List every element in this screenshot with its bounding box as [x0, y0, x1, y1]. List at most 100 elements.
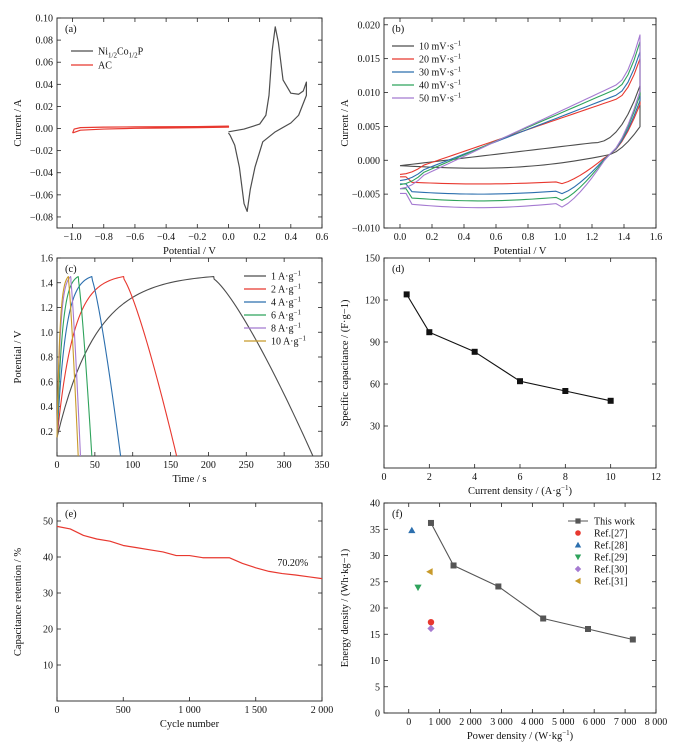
y-axis-label: Current / A [340, 99, 351, 147]
legend-entry: 2 A·g−1 [271, 283, 301, 296]
x-tick-label: 1.4 [618, 232, 631, 243]
y-tick-label: 0.02 [36, 102, 54, 113]
x-tick-label: 10 [606, 472, 616, 483]
y-tick-label: 0 [375, 709, 380, 720]
series-line-0 [399, 85, 641, 169]
data-point [574, 565, 582, 573]
data-point [574, 577, 581, 585]
y-tick-label: 0.00 [36, 124, 54, 135]
x-tick-label: 1.6 [650, 232, 663, 243]
x-tick-label: 5 000 [552, 717, 575, 728]
x-tick-label: 8 000 [645, 717, 668, 728]
chart-f: 0 1 000 2 000 3 000 4 000 5 000 6 000 7 000 8 00… [340, 499, 667, 742]
x-tick-label: 0.2 [253, 232, 266, 243]
y-tick-label: 0.06 [36, 58, 54, 69]
x-tick-label: −0.4 [157, 232, 175, 243]
x-tick-label: 200 [201, 460, 216, 471]
x-axis-label: Potential / V [494, 246, 547, 257]
x-tick-label: 1.2 [586, 232, 599, 243]
y-tick-label: 1.2 [41, 303, 54, 314]
y-tick-label: 10 [43, 661, 53, 672]
y-tick-label: −0.04 [30, 168, 53, 179]
series-line-0 [227, 26, 308, 213]
x-tick-label: 0 [406, 717, 411, 728]
legend-entry: Ref.[30] [594, 565, 628, 576]
x-tick-label: 1.0 [554, 232, 567, 243]
legend-entry: 10 mV·s−1 [419, 40, 462, 53]
y-tick-label: 30 [43, 589, 53, 600]
panel-label: (b) [392, 24, 405, 35]
y-tick-label: −0.02 [30, 146, 53, 157]
x-tick-label: 0.2 [426, 232, 439, 243]
chart-e: 0 500 1 000 1 500 2 000 10 20 30 40 50 Cycle numbe… [13, 502, 334, 730]
y-tick-label: 1.4 [41, 278, 54, 289]
x-tick-label: −0.8 [95, 232, 113, 243]
x-tick-label: 0.6 [490, 232, 503, 243]
x-tick-label: 6 000 [583, 717, 606, 728]
data-point [426, 568, 433, 576]
x-tick-label: 0.4 [285, 232, 298, 243]
y-tick-label: 0.4 [41, 402, 54, 413]
x-tick-label: 0 [382, 472, 387, 483]
series-line-3 [399, 41, 641, 202]
legend-entry: 30 mV·s−1 [419, 66, 462, 79]
x-tick-label: 0.4 [458, 232, 471, 243]
legend-entry: 8 A·g−1 [271, 322, 301, 335]
series-line-4 [56, 276, 82, 457]
y-tick-label: 0.08 [36, 36, 54, 47]
series-line-2 [56, 276, 122, 457]
x-tick-label: 2 000 [459, 717, 482, 728]
x-tick-label: 6 [518, 472, 523, 483]
y-tick-label: 20 [43, 625, 53, 636]
data-point [585, 626, 591, 632]
x-axis-label: Potential / V [163, 246, 216, 257]
legend-entry: 10 A·g−1 [271, 335, 306, 348]
x-tick-label: 12 [651, 472, 661, 483]
y-axis-label: Specific capacitance / (F·g−1) [340, 299, 351, 426]
chart-b: 0.0 0.2 0.4 0.6 0.8 1.0 1.2 1.4 1.6 −0.010 −0.005 0… [340, 17, 663, 257]
panel-label: (a) [65, 24, 77, 35]
y-axis-label: Capacitance retention / % [13, 548, 24, 656]
legend-entry: 40 mV·s−1 [419, 79, 462, 92]
y-tick-label: 0.8 [41, 353, 54, 364]
series-line [56, 525, 323, 580]
data-point [574, 554, 582, 561]
y-tick-label: 90 [370, 338, 380, 349]
data-point [629, 636, 636, 643]
panel-label: (f) [392, 509, 403, 520]
plot-frame [56, 17, 323, 229]
y-tick-label: 35 [370, 525, 380, 536]
plot-frame [383, 17, 657, 229]
data-point [450, 562, 457, 569]
y-axis-label: Energy density / (Wh·kg−1) [340, 548, 351, 667]
series-line-4 [399, 34, 641, 209]
legend-entry: Ni1/2Co1/2P [98, 47, 144, 60]
x-tick-label: 0.8 [522, 232, 535, 243]
series-line-1 [72, 125, 230, 134]
legend-entry: 4 A·g−1 [271, 296, 301, 309]
y-tick-label: 50 [43, 517, 53, 528]
series-line [406, 294, 611, 402]
y-tick-label: 5 [375, 682, 380, 693]
y-tick-label: −0.010 [352, 224, 380, 235]
data-point [427, 618, 435, 626]
panel-label: (e) [65, 509, 77, 520]
y-axis-label: Potential / V [13, 330, 24, 383]
x-tick-label: 350 [315, 460, 330, 471]
x-tick-label: 2 000 [311, 705, 334, 716]
data-point [540, 615, 547, 622]
data-point [607, 397, 614, 404]
legend-entry: 1 A·g−1 [271, 270, 301, 283]
y-tick-label: −0.005 [352, 190, 380, 201]
x-tick-label: 100 [125, 460, 140, 471]
y-tick-label: −0.08 [30, 212, 53, 223]
legend-entry: 6 A·g−1 [271, 309, 301, 322]
x-tick-label: 8 [563, 472, 568, 483]
plot-frame [56, 502, 323, 702]
x-tick-label: 0 [55, 460, 60, 471]
data-point [575, 530, 581, 536]
data-point [426, 329, 433, 336]
x-tick-label: 7 000 [614, 717, 637, 728]
y-tick-label: 60 [370, 380, 380, 391]
